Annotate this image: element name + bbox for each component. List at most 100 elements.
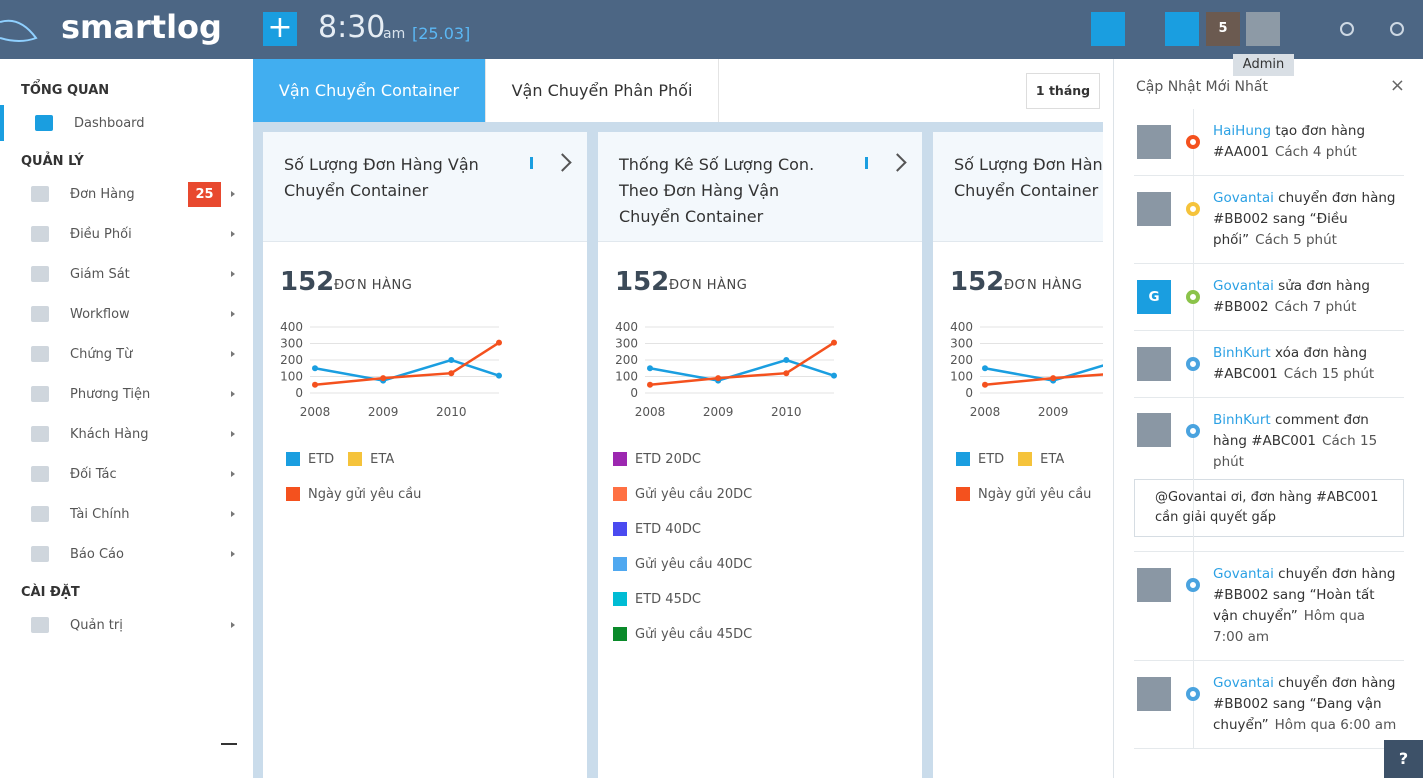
status-dot [1186,357,1200,371]
chart: 0 100 200 300 400 2008 2009 2010 [280,320,502,419]
nav-arrow [231,311,235,317]
add-button[interactable]: + [263,12,297,46]
point [783,370,790,377]
user-avatar[interactable] [1246,12,1280,46]
avatar [1137,413,1171,447]
point [448,370,455,377]
settings-icon[interactable] [1390,22,1404,36]
nav-item[interactable]: Đối Tác [0,456,252,492]
legend-swatch [613,487,627,501]
legend-label: ETD [978,451,1005,467]
period-select[interactable]: 1 tháng [1026,73,1100,109]
user-name[interactable]: HaiHung [1213,123,1272,139]
avatar [1137,192,1171,226]
y-tick-label: 400 [280,320,303,334]
expand-icon[interactable] [553,153,572,172]
menu-icon[interactable] [530,157,533,169]
nav-item[interactable]: Tài Chính [0,496,252,532]
nav-icon [31,226,49,242]
tab-bar: Vận Chuyển Container Vận Chuyển Phân Phố… [253,59,1103,122]
logo[interactable]: smartlog [61,8,222,46]
feed-item: BinhKurt comment đơn hàng #ABC001 Cách 15… [1134,398,1404,552]
nav-item[interactable]: Phương Tiện [0,376,252,412]
main: Vận Chuyển Container Vận Chuyển Phân Phố… [253,59,1103,778]
legend-item[interactable]: ETA [348,451,394,467]
menu-icon[interactable] [865,157,868,169]
legend: ETD ETA Ngày gửi yêu cầu [956,451,1103,502]
legend-item[interactable]: Gửi yêu cầu 40DC [613,556,752,572]
user-name[interactable]: BinhKurt [1213,412,1271,428]
nav-item[interactable]: Chứng Từ [0,336,252,372]
help-button[interactable]: ? [1384,740,1423,778]
nav-item[interactable]: Khách Hàng [0,416,252,452]
nav-arrow [231,471,235,477]
nav-label: Đơn Hàng [70,186,135,202]
y-tick-label: 400 [615,320,638,334]
legend-swatch [613,452,627,466]
legend-swatch [348,452,363,466]
feed-time: Hôm qua 7:00 am [1213,608,1366,645]
legend-item[interactable]: Ngày gửi yêu cầu [286,486,421,502]
user-name[interactable]: Govantai [1213,566,1274,582]
y-tick-label: 100 [280,370,303,384]
legend-item[interactable]: Gửi yêu cầu 20DC [613,486,752,502]
nav-item[interactable]: Workflow [0,296,252,332]
point [496,339,502,346]
nav-item[interactable]: Báo Cáo [0,536,252,572]
legend-item[interactable]: ETA [1018,451,1064,467]
legend-item[interactable]: Gửi yêu cầu 45DC [613,626,752,642]
point [982,381,988,388]
date: [25.03] [412,24,471,43]
nav-item[interactable]: Dashboard [0,105,252,141]
add-user-button[interactable] [1165,12,1199,46]
user-name[interactable]: Govantai [1213,278,1274,294]
timeline [1193,552,1194,660]
status-dot [1186,290,1200,304]
tab[interactable]: Vận Chuyển Phân Phối [486,59,719,122]
collapse-button[interactable] [221,743,237,745]
nav-item[interactable]: Điều Phối [0,216,252,252]
legend-swatch [286,452,300,466]
status-dot [1186,135,1200,149]
legend-item[interactable]: ETD 20DC [613,451,701,467]
legend-item[interactable]: ETD 40DC [613,521,701,537]
legend-label: Ngày gửi yêu cầu [978,486,1092,502]
close-button[interactable]: × [1389,75,1405,96]
x-tick-label: 2008 [300,405,331,419]
legend-item[interactable]: ETD 45DC [613,591,701,607]
feed-item: Govantai chuyển đơn hàng #BB002 sang “Đa… [1134,661,1404,749]
tooltip: Admin [1233,54,1294,76]
legend-label: ETD 40DC [635,521,701,537]
notification-badge[interactable]: 5 [1206,12,1240,46]
line [649,341,835,386]
nav-label: Dashboard [74,115,145,131]
nav-icon [35,115,53,131]
nav-item[interactable]: Quản trị [0,607,252,643]
tab[interactable]: Vận Chuyển Container [253,59,486,122]
legend-item[interactable]: ETD [956,451,1004,467]
nav-label: Chứng Từ [70,346,133,362]
x-tick-label: 2009 [368,405,399,419]
nav-label: Tài Chính [70,506,130,522]
legend-item[interactable]: ETD [286,451,334,467]
list-button[interactable] [1091,12,1125,46]
expand-icon[interactable] [888,153,907,172]
user-name[interactable]: Govantai [1213,675,1274,691]
user-name[interactable]: BinhKurt [1213,345,1271,361]
point [982,365,988,372]
user-name[interactable]: Govantai [1213,190,1274,206]
status-dot [1186,424,1200,438]
legend-item[interactable]: Ngày gửi yêu cầu [956,486,1091,502]
y-tick-label: 200 [615,353,638,367]
nav-arrow [231,551,235,557]
search-icon[interactable] [1340,22,1354,36]
feed-text: tạo đơn hàng #AA001 [1213,123,1366,160]
avatar [1137,347,1171,381]
y-tick-label: 300 [280,337,303,351]
legend: ETD ETA Ngày gửi yêu cầu [286,451,486,502]
y-tick-label: 400 [950,320,973,334]
nav-item[interactable]: Đơn Hàng 25 [0,176,252,212]
nav-item[interactable]: Giám Sát [0,256,252,292]
legend-label: ETA [1040,451,1065,467]
